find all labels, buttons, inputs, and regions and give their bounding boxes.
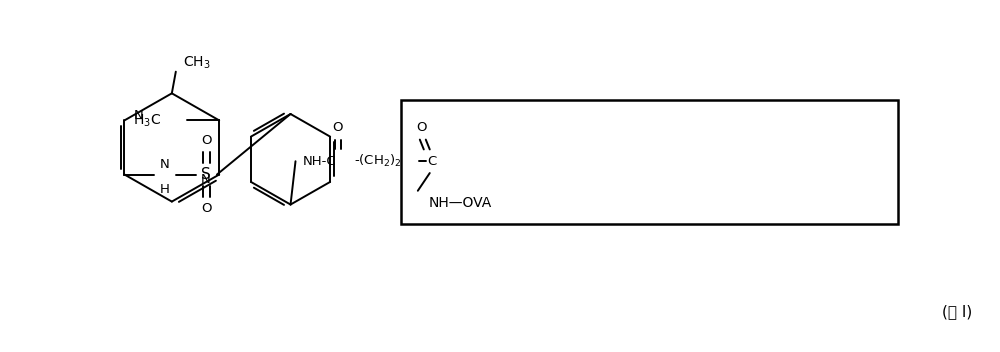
Text: C: C: [427, 155, 436, 168]
Text: S: S: [201, 167, 211, 182]
Bar: [401, 100, 898, 224]
Text: C: C: [427, 155, 436, 168]
Text: O: O: [417, 121, 427, 134]
Text: N: N: [159, 158, 169, 171]
Text: NH—OVA: NH—OVA: [429, 196, 492, 209]
Text: H$_3$C: H$_3$C: [133, 112, 162, 128]
Text: NH—OVA: NH—OVA: [429, 196, 492, 209]
Text: (式 I): (式 I): [942, 304, 973, 319]
Text: N: N: [133, 109, 143, 122]
Text: O: O: [332, 121, 343, 134]
Text: NH-C: NH-C: [303, 155, 336, 168]
Text: CH$_3$: CH$_3$: [183, 55, 211, 71]
Text: O: O: [201, 133, 211, 146]
Text: N: N: [201, 173, 210, 186]
Text: O: O: [417, 121, 427, 134]
Text: O: O: [201, 202, 211, 215]
Text: H: H: [159, 183, 169, 196]
Text: -(CH$_2$)$_2$-: -(CH$_2$)$_2$-: [354, 153, 408, 169]
